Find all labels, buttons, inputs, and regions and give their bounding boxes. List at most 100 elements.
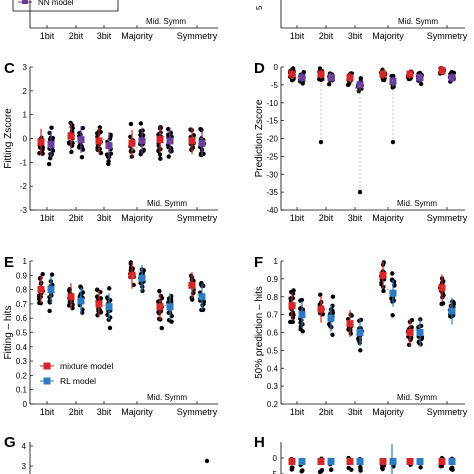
data-point xyxy=(96,145,101,150)
mean-marker xyxy=(346,320,354,328)
panel-F: F 0.2 0.3 0.4 0.5 0.6 0.7 0.8 0.9 1 50% prediction… xyxy=(254,254,468,417)
data-point xyxy=(199,280,204,286)
top-left-tick-label: 2bit xyxy=(69,31,84,41)
y-tick-label: 0.2 xyxy=(16,371,28,380)
data-point xyxy=(188,273,194,278)
outlier-point xyxy=(390,139,396,145)
x-tick-label: Symmetry xyxy=(427,213,468,223)
y-tick-label: 0 xyxy=(23,400,28,409)
data-point xyxy=(290,295,296,301)
data-point xyxy=(158,125,164,131)
y-tick-label: 0.4 xyxy=(267,364,279,373)
x-tick-label: 3bit xyxy=(348,213,363,223)
data-point xyxy=(47,156,53,161)
mean-marker xyxy=(317,458,325,465)
top-left-tick-label: 3bit xyxy=(97,31,112,41)
x-tick-label: Symmetry xyxy=(427,407,468,417)
data-point xyxy=(169,319,174,324)
data-point xyxy=(391,298,397,303)
data-point xyxy=(300,468,305,473)
connector-line xyxy=(349,319,361,336)
data-point xyxy=(290,319,295,325)
mean-marker xyxy=(288,302,296,310)
mean-marker xyxy=(67,293,75,301)
mean-marker xyxy=(47,140,55,148)
data-point xyxy=(156,316,162,322)
data-point xyxy=(47,308,52,314)
data-point xyxy=(166,132,171,137)
top-right-tick-label: 3bit xyxy=(348,31,363,41)
x-tick-label: 3bit xyxy=(97,213,112,223)
mean-marker xyxy=(156,303,164,311)
top-right-tick-label: 2bit xyxy=(319,31,334,41)
y-axis-label: 50% prediction – hits xyxy=(254,286,265,379)
y-tick-label: 1 xyxy=(23,111,28,120)
connector-line xyxy=(291,301,303,306)
connector-line xyxy=(349,80,361,95)
panel-E: E 0 0.1 0.2 0.3 0.4 0.5 0.6 0.7 0.8 0.9 1 Fitting – … xyxy=(3,254,218,417)
mean-marker xyxy=(128,271,136,279)
top-right-tick-label: Symmetry xyxy=(427,31,468,41)
y-tick-label: -30 xyxy=(266,170,278,179)
data-point xyxy=(98,310,103,315)
data-point xyxy=(330,294,336,299)
data-point xyxy=(349,467,354,472)
y-tick-label: -25 xyxy=(266,152,278,161)
mean-marker xyxy=(37,286,45,294)
data-point xyxy=(46,161,52,167)
y-tick-label: -20 xyxy=(266,135,278,144)
x-tick-label: Majority xyxy=(372,407,404,417)
mean-marker xyxy=(389,289,397,297)
legend-nn-label: NN model xyxy=(38,0,74,7)
data-point xyxy=(356,336,361,341)
mean-marker xyxy=(327,314,335,322)
data-point xyxy=(108,151,114,156)
data-point xyxy=(348,331,354,336)
data-point xyxy=(439,301,444,307)
panel-D: D -40 -35 -30 -25 -20 -15 -10 -5 0 Prediction Zsco… xyxy=(254,60,468,223)
panel-C: C -3 -2 -1 0 1 2 3 Fitting Zscore 1bit 2bit 3bit Maj… xyxy=(3,60,218,223)
data-point xyxy=(199,307,204,313)
x-tick-label: 2bit xyxy=(319,213,334,223)
panel-letter-H: H xyxy=(254,434,265,451)
y-tick-label: -40 xyxy=(266,206,278,215)
mean-marker xyxy=(406,458,414,465)
connector-line xyxy=(70,140,82,143)
data-point xyxy=(301,69,307,75)
y-axis-label: Prediction Zscore xyxy=(254,99,265,177)
data-point xyxy=(95,131,100,136)
data-point xyxy=(80,125,85,131)
data-point xyxy=(166,126,171,132)
mid-symm-label: Mid. Symm xyxy=(397,393,437,402)
mid-symm-label: Mid. Symm xyxy=(147,199,187,208)
data-point xyxy=(128,121,134,127)
top-left-tick-label: Majority xyxy=(121,31,153,41)
mean-marker xyxy=(156,136,164,144)
top-left-tick-label: 1bit xyxy=(40,31,55,41)
mean-marker xyxy=(416,74,424,82)
y-tick-label: 4 xyxy=(22,442,27,451)
data-point xyxy=(190,145,196,150)
x-tick-label: Majority xyxy=(121,407,153,417)
data-point xyxy=(199,152,204,158)
mean-marker xyxy=(188,281,196,289)
data-point xyxy=(106,158,111,164)
y-tick-label: 0.7 xyxy=(267,311,279,320)
data-point xyxy=(50,148,56,153)
mean-marker xyxy=(389,458,397,465)
x-tick-label: 1bit xyxy=(40,213,55,223)
mean-marker xyxy=(198,293,206,301)
data-point xyxy=(97,125,103,130)
panel-H: H0 -5 xyxy=(254,434,456,474)
mean-marker xyxy=(438,458,446,465)
connector-line xyxy=(191,288,203,300)
mean-marker xyxy=(327,458,335,465)
y-tick-label: 0 xyxy=(274,63,279,72)
data-point xyxy=(169,313,174,319)
data-point xyxy=(390,313,395,318)
mean-marker xyxy=(298,311,306,319)
mean-marker xyxy=(346,458,354,465)
y-axis-label: Fitting Zscore xyxy=(3,108,14,169)
data-point xyxy=(69,128,75,133)
top-right-ylabel-fragment: 5 xyxy=(255,5,264,10)
